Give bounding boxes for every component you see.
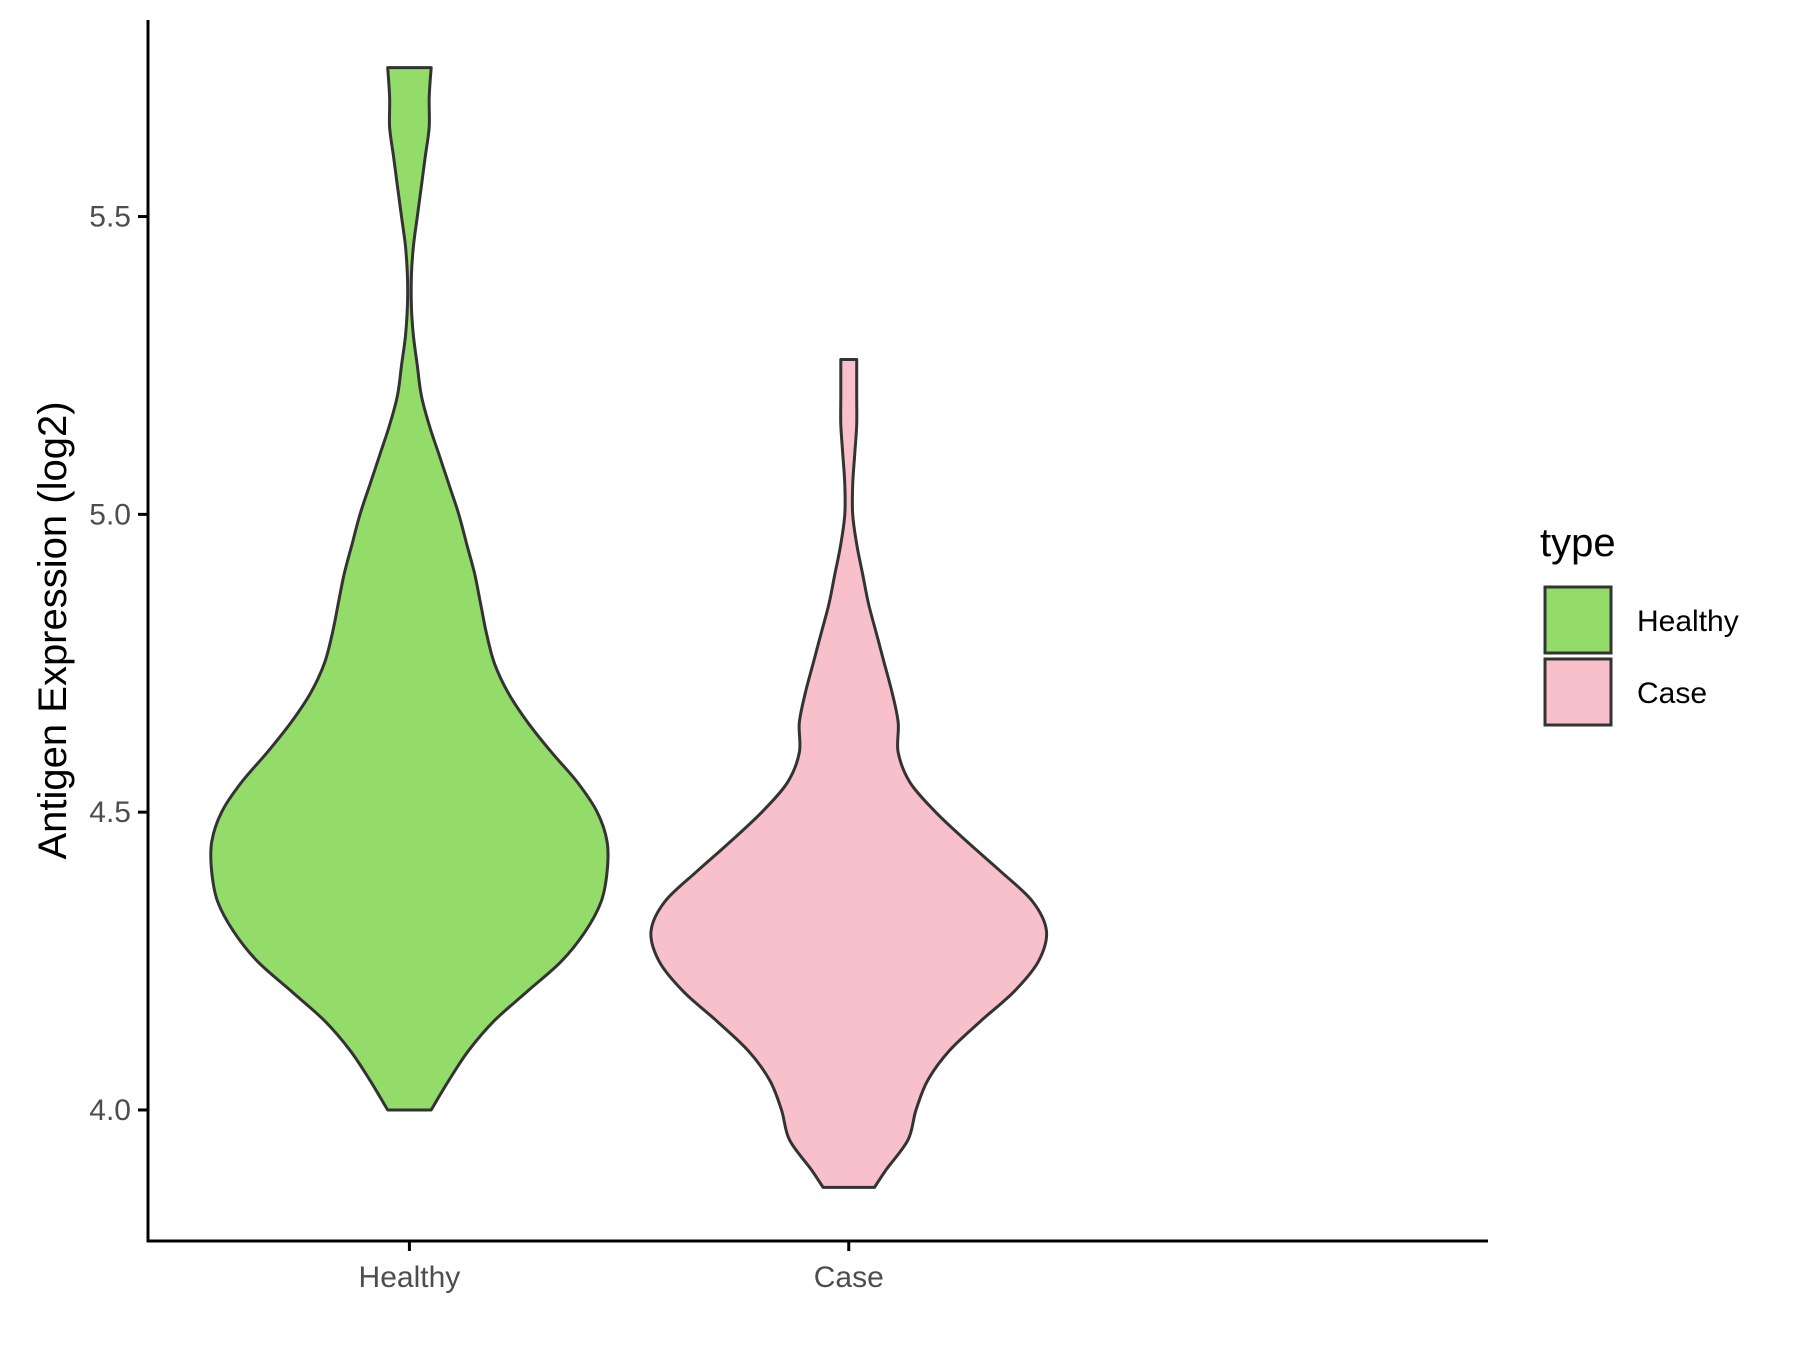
- legend: type Healthy Case: [1540, 521, 1739, 727]
- y-tick-label: 4.5: [89, 796, 131, 829]
- legend-title: type: [1540, 521, 1616, 565]
- y-tick-label: 5.5: [89, 201, 131, 234]
- y-axis-ticks: 4.0 4.5 5.0 5.5: [89, 201, 148, 1127]
- violin-case: [649, 358, 1049, 1189]
- x-tick-label: Healthy: [359, 1261, 461, 1294]
- legend-items: Healthy Case: [1543, 585, 1739, 727]
- x-axis-ticks: Healthy Case: [359, 1241, 884, 1294]
- legend-label-case: Case: [1637, 677, 1707, 710]
- y-tick-label: 5.0: [89, 498, 131, 531]
- y-tick-label: 4.0: [89, 1094, 131, 1127]
- legend-label-healthy: Healthy: [1637, 605, 1739, 638]
- violin-layer: [209, 66, 1049, 1189]
- legend-key-healthy: [1543, 585, 1613, 655]
- violin-healthy: [209, 66, 610, 1112]
- legend-key-case: [1543, 657, 1613, 727]
- x-tick-label: Case: [814, 1261, 884, 1294]
- y-axis-title: Antigen Expression (log2): [31, 401, 75, 859]
